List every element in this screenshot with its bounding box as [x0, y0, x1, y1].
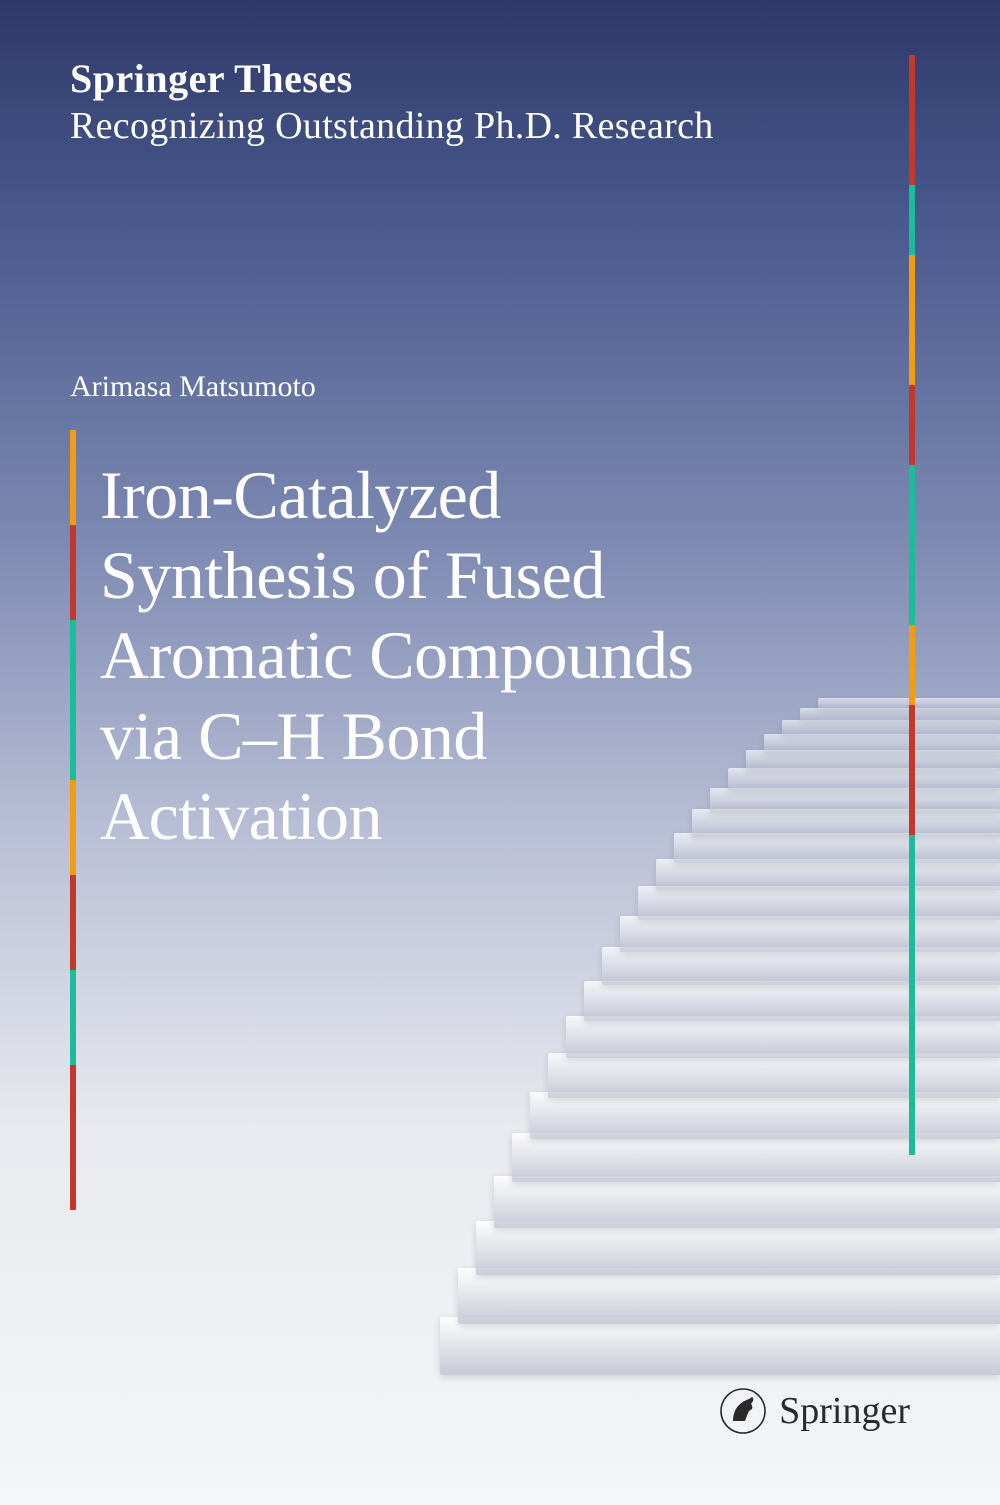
series-title: Springer Theses: [70, 55, 714, 102]
accent-segment: [70, 875, 76, 970]
stair-step: [584, 981, 1000, 1021]
stair-step: [728, 768, 1000, 791]
title-line: Aromatic Compounds: [100, 615, 694, 695]
accent-segment: [909, 465, 915, 625]
accent-segment: [70, 1065, 76, 1210]
accent-segment: [70, 970, 76, 1065]
stair-step: [512, 1133, 1000, 1182]
accent-segment: [70, 430, 76, 525]
stair-step: [620, 916, 1000, 952]
stair-step: [800, 708, 1000, 722]
accent-segment: [909, 705, 915, 835]
stair-step: [602, 947, 1000, 985]
publisher-name: Springer: [779, 1389, 910, 1433]
stair-step: [782, 720, 1000, 736]
title-line: Activation: [100, 776, 694, 856]
accent-segment: [909, 255, 915, 385]
stair-step: [440, 1317, 1000, 1375]
accent-stripe-right: [909, 55, 915, 1155]
accent-segment: [70, 620, 76, 780]
title-line: via C–H Bond: [100, 696, 694, 776]
stair-step: [710, 788, 1000, 813]
accent-segment: [909, 385, 915, 465]
stair-step: [476, 1221, 1000, 1275]
stair-step: [494, 1176, 1000, 1227]
springer-horse-icon: [719, 1387, 767, 1435]
stair-step: [692, 809, 1000, 836]
accent-segment: [909, 55, 915, 185]
stair-step: [458, 1268, 1000, 1324]
accent-segment: [909, 185, 915, 255]
book-title: Iron-CatalyzedSynthesis of FusedAromatic…: [100, 455, 694, 856]
accent-segment: [70, 780, 76, 875]
stair-step: [638, 886, 1000, 920]
stair-step: [656, 859, 1000, 891]
stair-step: [764, 734, 1000, 752]
title-line: Iron-Catalyzed: [100, 455, 694, 535]
author-name: Arimasa Matsumoto: [70, 370, 316, 404]
title-line: Synthesis of Fused: [100, 535, 694, 615]
stair-step: [548, 1053, 1000, 1098]
stair-step: [566, 1016, 1000, 1059]
series-subtitle: Recognizing Outstanding Ph.D. Research: [70, 104, 714, 148]
accent-segment: [70, 525, 76, 620]
accent-stripe-left: [70, 430, 76, 1210]
accent-segment: [909, 835, 915, 1155]
stair-step: [530, 1092, 1000, 1139]
stair-step: [746, 750, 1000, 771]
stair-step: [674, 833, 1000, 862]
accent-segment: [909, 625, 915, 705]
publisher-block: Springer: [719, 1387, 910, 1435]
series-header: Springer Theses Recognizing Outstanding …: [70, 55, 714, 148]
